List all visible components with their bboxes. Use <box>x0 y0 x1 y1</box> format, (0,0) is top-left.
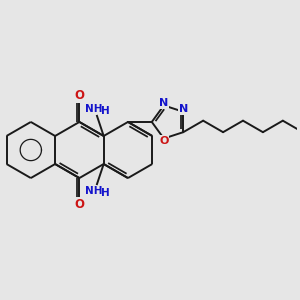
Text: H: H <box>101 106 110 116</box>
Text: NH: NH <box>85 104 103 114</box>
Text: O: O <box>74 89 84 102</box>
Text: H: H <box>101 188 110 199</box>
Text: N: N <box>159 98 168 108</box>
Text: NH: NH <box>85 186 103 196</box>
Text: O: O <box>74 198 84 211</box>
Text: O: O <box>159 136 169 146</box>
Text: N: N <box>178 104 188 115</box>
